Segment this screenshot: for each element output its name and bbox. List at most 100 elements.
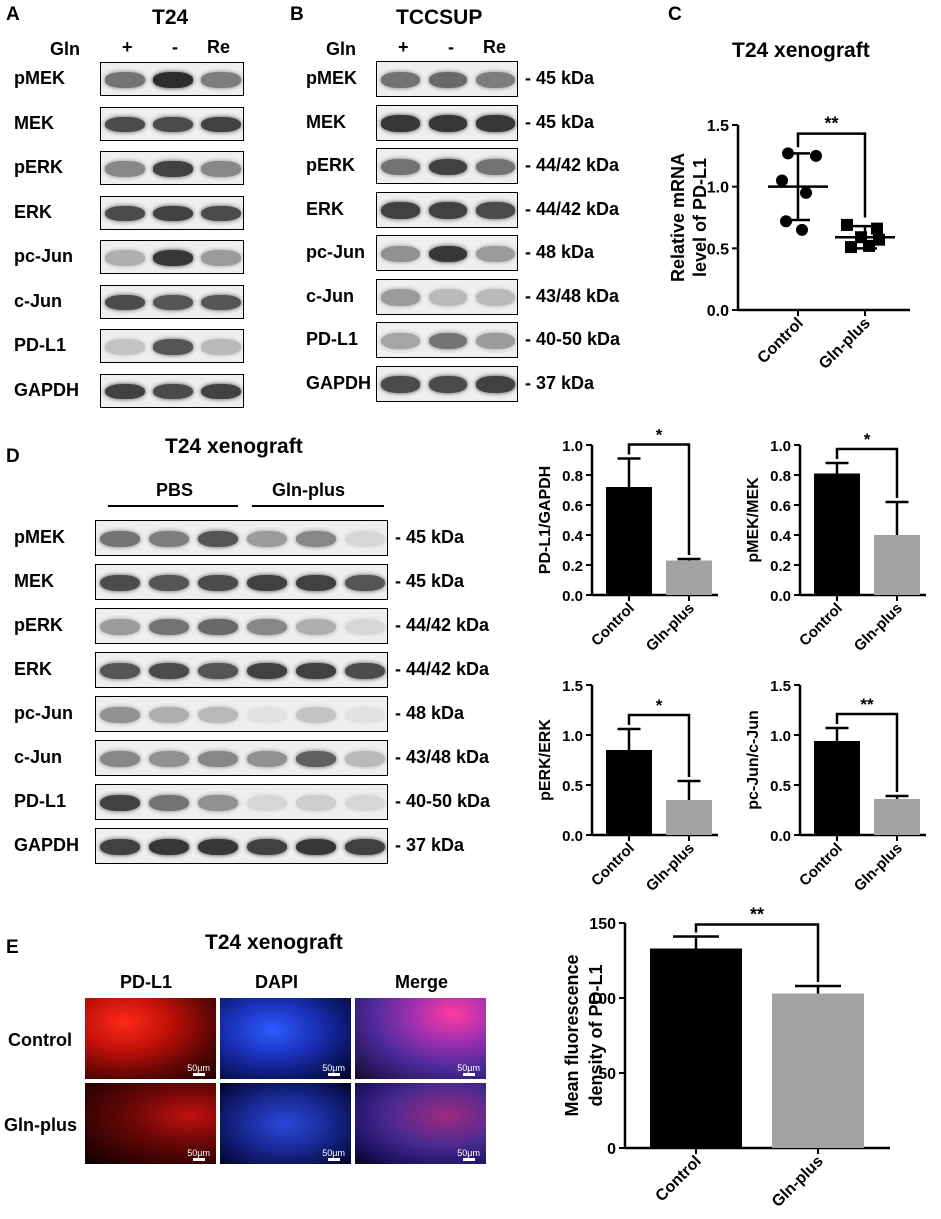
blot-row-label: PD-L1: [14, 791, 67, 811]
blot-band: [201, 294, 241, 311]
blot-band: [428, 289, 468, 306]
blot-band: [105, 72, 145, 88]
blot-lane-box: [100, 106, 244, 141]
blot-band: [344, 838, 385, 856]
significance-marker: **: [824, 114, 838, 134]
blot-band: [201, 161, 241, 177]
bar: [606, 487, 652, 595]
panel-e-letter: E: [6, 937, 19, 958]
micrograph-column-label: Merge: [395, 972, 449, 992]
data-point-square: [841, 218, 853, 231]
scale-bar: 50μm: [187, 1148, 210, 1161]
blot-kda-label: - 48 kDa: [395, 703, 465, 723]
significance-bracket: [796, 132, 867, 218]
blot-row-label: pc-Jun: [14, 246, 74, 266]
blot-band: [475, 115, 515, 132]
x-tick-label: Control: [588, 840, 638, 890]
blot-row-label: MEK: [14, 571, 54, 591]
blot-lane-box: [100, 195, 244, 230]
blot-lane-box: [376, 322, 518, 358]
bar: [814, 473, 860, 595]
y-tick-label: 100: [589, 991, 616, 1008]
blot-band: [198, 618, 239, 636]
blot-band: [428, 332, 468, 350]
blot-band: [153, 72, 193, 88]
blot-band: [100, 706, 141, 724]
x-tick-label: Control: [796, 600, 846, 650]
micrograph-row-label: Gln-plus: [4, 1115, 77, 1135]
blot-band: [381, 245, 421, 263]
blot-band: [198, 750, 239, 768]
blot-band: [295, 750, 336, 768]
blot-band: [295, 794, 336, 812]
panel-b-letter: B: [290, 4, 304, 25]
y-tick-label: 1.0: [707, 180, 729, 197]
y-tick-label: 1.5: [707, 118, 729, 135]
blot-band: [246, 794, 287, 812]
blot-kda-label: - 45 kDa: [395, 527, 465, 547]
blot-lane-box: [376, 365, 518, 402]
blot-band: [475, 332, 515, 350]
blot-band: [295, 838, 336, 856]
y-tick-label: 0: [607, 1141, 616, 1158]
y-tick-label: 0.0: [770, 588, 791, 605]
blot-lane-box: [95, 608, 388, 644]
blot-kda-label: - 45 kDa: [525, 68, 595, 88]
bar: [606, 750, 652, 835]
scale-bar: 50μm: [187, 1063, 210, 1076]
blot-row-label: pc-Jun: [306, 242, 366, 262]
blot-band: [344, 530, 385, 548]
significance-marker: **: [750, 905, 764, 925]
x-tick-label: Control: [653, 1153, 705, 1205]
significance-bracket: [627, 443, 691, 555]
data-point-circle: [796, 223, 808, 236]
y-tick-label: 0.0: [770, 828, 791, 845]
y-tick-label: 0.4: [562, 528, 584, 545]
blot-band: [105, 383, 145, 400]
blot-row-label: pMEK: [14, 68, 65, 88]
y-tick-label: 1.5: [770, 678, 791, 695]
blot-lane-box: [100, 373, 244, 408]
blot-band: [428, 245, 468, 263]
significance-marker: *: [656, 696, 663, 715]
blot-band: [100, 750, 141, 768]
blot-band: [201, 383, 241, 400]
bar: [772, 993, 864, 1148]
blot-kda-label: - 37 kDa: [525, 372, 595, 393]
panel-a-title: T24: [152, 6, 189, 29]
y-tick-label: 150: [589, 916, 616, 933]
blot-band: [246, 706, 287, 724]
blot-kda-label: - 40-50 kDa: [525, 329, 621, 349]
blot-band: [149, 618, 190, 636]
blot-lane-box: [376, 61, 518, 97]
significance-bracket: [694, 923, 820, 982]
scale-bar: 50μm: [457, 1063, 480, 1076]
blot-kda-label: - 45 kDa: [525, 111, 595, 132]
panel-a-letter: A: [6, 4, 20, 25]
y-axis-label: pc-Jun/c-Jun: [745, 710, 762, 810]
blot-row-label: pc-Jun: [14, 703, 74, 723]
blot-band: [201, 116, 241, 133]
blot-band: [295, 530, 336, 548]
panel-d-letter: D: [6, 446, 20, 467]
blot-row-label: pERK: [14, 157, 63, 177]
blot-band: [246, 662, 287, 680]
blot-band: [246, 618, 287, 636]
blot-band: [344, 574, 385, 592]
blot-lane-box: [376, 148, 518, 184]
blot-row-label: PD-L1: [14, 335, 67, 355]
blot-kda-label: - 44/42 kDa: [525, 198, 620, 219]
blot-row-label: GAPDH: [14, 835, 80, 855]
blot-band: [198, 530, 239, 548]
blot-kda-label: - 44/42 kDa: [395, 659, 490, 679]
y-tick-label: 0.5: [562, 778, 583, 795]
blot-row-label: ERK: [14, 659, 53, 679]
x-tick-label: Control: [796, 840, 846, 890]
blot-band: [149, 530, 190, 548]
data-point-circle: [800, 186, 812, 199]
blot-band: [198, 662, 239, 680]
blot-row-label: GAPDH: [14, 379, 80, 400]
blot-band: [381, 289, 421, 306]
panel-d-chart-perk: 0.0 0.5 1.0 1.5 Control Gln-plus * pERK/ERK: [537, 678, 718, 895]
blot-lane-box: [100, 62, 244, 96]
